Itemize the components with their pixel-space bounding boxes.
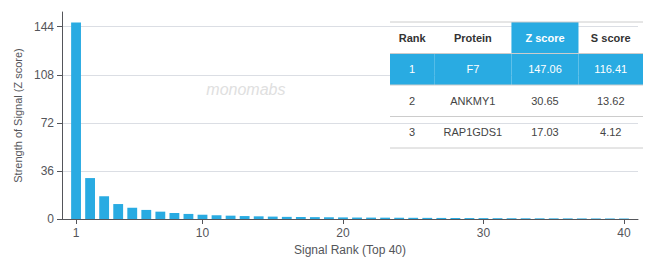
svg-text:36: 36 — [41, 164, 55, 178]
svg-text:13.62: 13.62 — [597, 95, 625, 107]
svg-text:3: 3 — [409, 126, 415, 138]
svg-text:10: 10 — [196, 226, 210, 240]
svg-text:S score: S score — [591, 32, 631, 44]
svg-text:Z score: Z score — [525, 32, 564, 44]
svg-text:1: 1 — [409, 63, 415, 75]
svg-text:F7: F7 — [466, 63, 479, 75]
svg-text:4.12: 4.12 — [600, 126, 621, 138]
svg-text:Strength of Signal (Z score): Strength of Signal (Z score) — [12, 48, 24, 183]
svg-text:116.41: 116.41 — [594, 63, 627, 75]
svg-text:108: 108 — [34, 68, 54, 82]
svg-text:147.06: 147.06 — [528, 63, 562, 75]
svg-text:Rank: Rank — [399, 32, 427, 44]
svg-text:30.65: 30.65 — [531, 95, 559, 107]
svg-text:1: 1 — [73, 226, 80, 240]
svg-text:72: 72 — [41, 116, 55, 130]
svg-text:144: 144 — [34, 20, 54, 34]
svg-text:Signal Rank (Top 40): Signal Rank (Top 40) — [294, 243, 406, 257]
svg-text:2: 2 — [409, 95, 415, 107]
svg-text:40: 40 — [617, 226, 631, 240]
svg-text:30: 30 — [477, 226, 491, 240]
svg-text:17.03: 17.03 — [531, 126, 559, 138]
svg-text:monomabs: monomabs — [206, 81, 285, 98]
svg-text:0: 0 — [47, 212, 54, 226]
svg-text:20: 20 — [336, 226, 350, 240]
svg-text:ANKMY1: ANKMY1 — [450, 95, 495, 107]
svg-text:Protein: Protein — [454, 32, 492, 44]
svg-text:RAP1GDS1: RAP1GDS1 — [444, 126, 503, 138]
